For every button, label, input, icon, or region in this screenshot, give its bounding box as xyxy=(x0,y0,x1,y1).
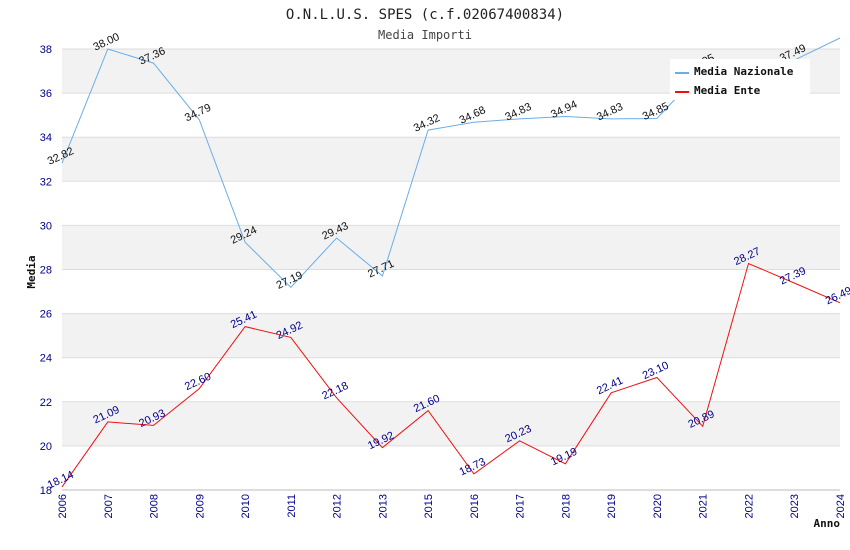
x-axis-label: Anno xyxy=(814,517,841,530)
y-tick-label: 18 xyxy=(40,485,52,497)
grid-band xyxy=(62,93,840,138)
y-tick-label: 32 xyxy=(40,176,52,188)
y-tick-label: 36 xyxy=(40,88,52,100)
series-line-ente xyxy=(61,262,841,488)
x-tick-label: 2010 xyxy=(240,494,252,518)
y-axis-label: Media xyxy=(25,255,38,288)
x-tick-label: 2021 xyxy=(698,494,710,518)
grid-band xyxy=(62,137,840,182)
x-tick-label: 2019 xyxy=(606,494,618,518)
x-tick-label: 2022 xyxy=(743,494,755,518)
grid-band xyxy=(62,313,840,358)
x-tick-label: 2015 xyxy=(423,494,435,518)
legend: Media Nazionale Media Ente xyxy=(670,59,810,100)
x-tick-label: 2023 xyxy=(789,494,801,518)
x-tick-label: 2017 xyxy=(515,494,527,518)
grid-band xyxy=(62,357,840,402)
x-tick-label: 2024 xyxy=(835,494,847,518)
x-tick-label: 2016 xyxy=(469,494,481,518)
x-tick-label: 2012 xyxy=(332,494,344,518)
y-tick-label: 20 xyxy=(40,441,52,453)
x-tick-label: 2009 xyxy=(194,494,206,518)
y-tick-label: 28 xyxy=(40,265,52,277)
x-tick-label: 2011 xyxy=(286,494,298,518)
chart-subtitle: Media Importi xyxy=(378,28,472,42)
x-tick-label: 2007 xyxy=(103,494,115,518)
y-tick-label: 30 xyxy=(40,220,52,232)
x-axis-ticks: 2006 2007 2008 2009 2010 2011 2012 2013 2015 2016… xyxy=(57,494,847,518)
grid-band xyxy=(62,181,840,226)
x-tick-label: 2018 xyxy=(560,494,572,518)
y-tick-label: 24 xyxy=(40,353,52,365)
x-tick-label: 2008 xyxy=(149,494,161,518)
chart-title: O.N.L.U.S. SPES (c.f.02067400834) xyxy=(286,7,564,23)
x-tick-label: 2013 xyxy=(377,494,389,518)
y-tick-label: 34 xyxy=(40,132,52,144)
legend-label-ente: Media Ente xyxy=(694,84,761,97)
grid-band xyxy=(62,225,840,270)
y-tick-label: 22 xyxy=(40,397,52,409)
x-tick-label: 2006 xyxy=(57,494,69,518)
y-axis-ticks: 18 20 22 24 26 28 30 32 34 36 38 xyxy=(40,44,52,497)
y-tick-label: 38 xyxy=(40,44,52,56)
legend-label-nazionale: Media Nazionale xyxy=(694,65,794,78)
y-tick-label: 26 xyxy=(40,309,52,321)
grid-band xyxy=(62,269,840,314)
legend-background xyxy=(670,59,810,100)
grid-band xyxy=(62,445,840,490)
x-tick-label: 2020 xyxy=(652,494,664,518)
grid-band xyxy=(62,401,840,446)
grid-bands xyxy=(62,49,840,490)
